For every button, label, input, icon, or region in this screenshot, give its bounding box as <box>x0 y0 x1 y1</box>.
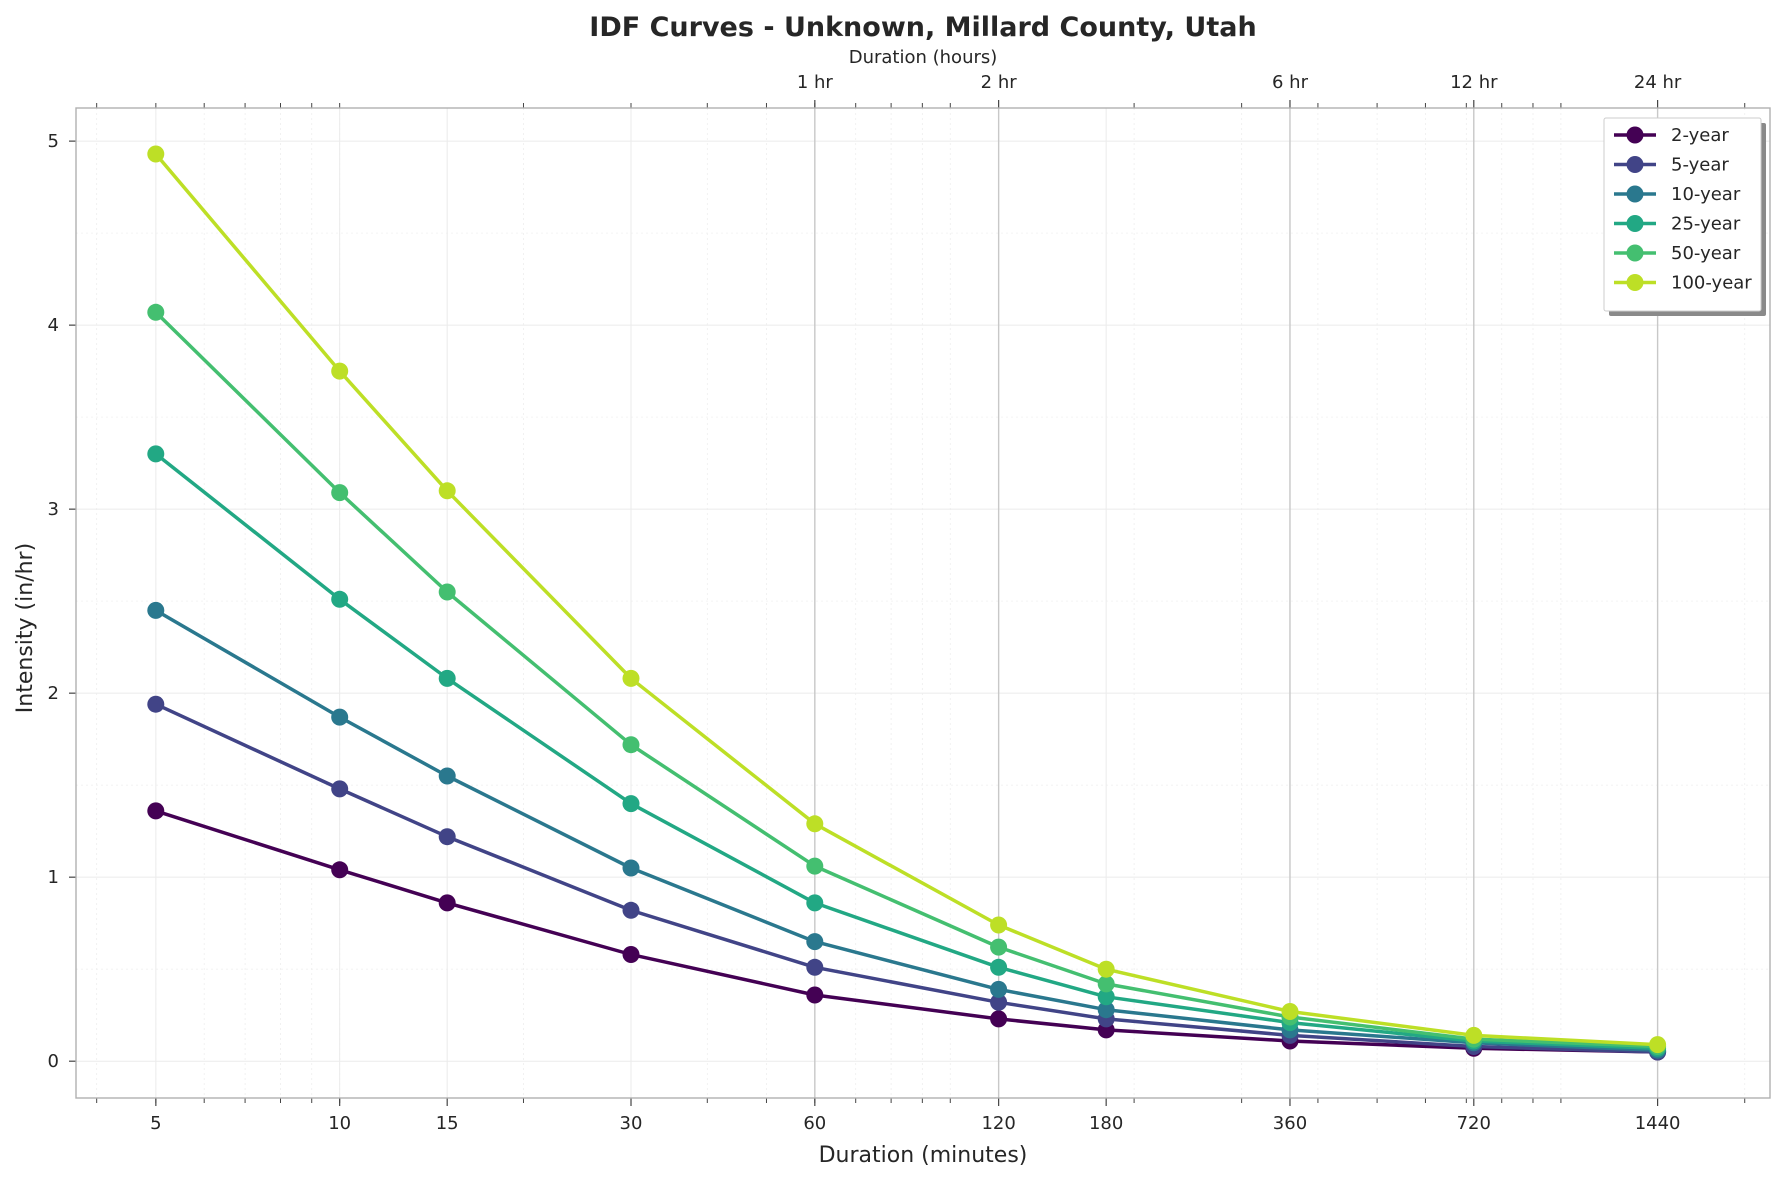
y-tick-label: 2 <box>48 683 59 704</box>
data-point <box>331 484 349 502</box>
y-tick-label: 1 <box>48 867 59 888</box>
legend: 2-year 5-year 10-year 25-year 50-year 100-yea… <box>1603 117 1766 316</box>
data-point <box>990 993 1008 1011</box>
series-line <box>154 311 1658 1049</box>
x-tick-label: 360 <box>1273 1113 1307 1134</box>
x-tick-label: 180 <box>1089 1113 1123 1134</box>
legend-marker <box>1626 156 1644 173</box>
top-x-tick-label: 6 hr <box>1272 72 1309 93</box>
data-point <box>806 815 824 833</box>
y-tick-label: 3 <box>48 499 59 520</box>
data-point <box>438 894 456 912</box>
plot-frame <box>75 107 1771 1099</box>
data-point <box>331 590 349 608</box>
series-line <box>155 809 1658 1054</box>
x-tick-label: 720 <box>1457 1113 1491 1134</box>
chart-title: IDF Curves - Unknown, Millard County, Ut… <box>589 12 1256 43</box>
x-tick-label: 120 <box>981 1113 1015 1134</box>
data-point <box>438 767 456 785</box>
top-x-tick-label: 2 hr <box>981 72 1018 93</box>
legend-label: 2-year <box>1671 125 1729 146</box>
legend-marker <box>1626 185 1644 203</box>
data-point <box>622 859 640 877</box>
data-point <box>438 828 456 846</box>
data-point <box>806 933 824 951</box>
data-point <box>331 780 349 798</box>
data-point <box>1097 988 1115 1006</box>
data-point <box>331 708 349 726</box>
data-point <box>622 946 640 963</box>
data-point <box>147 445 165 463</box>
legend-label: 50-year <box>1671 243 1741 264</box>
series-100-year <box>147 145 1667 1054</box>
data-point <box>622 795 640 813</box>
data-point <box>1097 960 1115 978</box>
data-point <box>806 857 824 875</box>
x-tick-label: 5 <box>150 1113 161 1134</box>
top-x-tick-label: 12 hr <box>1450 72 1498 93</box>
legend-marker <box>1626 215 1644 232</box>
data-point <box>147 802 165 820</box>
x-tick-label: 10 <box>328 1113 351 1134</box>
data-point <box>147 145 165 163</box>
legend-label: 100-year <box>1671 273 1752 294</box>
legend-marker <box>1626 126 1644 144</box>
data-point <box>147 303 165 321</box>
plot-area <box>76 108 1770 1098</box>
y-axis-label: Intensity (in/hr) <box>13 543 38 713</box>
series-line <box>154 608 1658 1052</box>
legend-label: 25-year <box>1671 214 1741 235</box>
data-point <box>622 736 640 754</box>
data-point <box>622 901 640 919</box>
data-point <box>1465 1026 1483 1044</box>
data-point <box>990 958 1008 976</box>
legend-label: 5-year <box>1671 155 1729 176</box>
data-point <box>990 980 1008 998</box>
x-tick-label: 60 <box>803 1113 826 1134</box>
top-x-tick-label: 1 hr <box>797 72 834 93</box>
x-tick-label: 1440 <box>1635 1113 1681 1134</box>
y-tick-label: 4 <box>48 315 59 336</box>
x-axis-label: Duration (minutes) <box>819 1143 1028 1168</box>
data-point <box>1281 1003 1299 1020</box>
data-point <box>990 938 1008 956</box>
data-point <box>622 669 640 687</box>
y-tick-label: 0 <box>48 1051 59 1072</box>
series-line <box>154 152 1658 1047</box>
top-axis-label: Duration (hours) <box>849 47 998 68</box>
data-point <box>147 601 165 619</box>
data-point <box>438 482 456 500</box>
series-line <box>154 452 1658 1051</box>
legend-marker <box>1626 244 1644 262</box>
data-point <box>331 362 349 380</box>
x-tick-label: 30 <box>620 1113 643 1134</box>
data-point <box>331 861 349 879</box>
data-point <box>990 916 1008 934</box>
data-point <box>806 986 824 1004</box>
data-point <box>1649 1036 1667 1054</box>
data-point <box>806 894 824 912</box>
x-tick-label: 15 <box>436 1113 459 1134</box>
top-x-tick-label: 24 hr <box>1634 72 1682 93</box>
data-point <box>1097 975 1115 993</box>
legend-marker <box>1626 274 1644 291</box>
data-point <box>438 583 456 601</box>
data-point <box>438 669 456 687</box>
data-point <box>806 958 824 976</box>
data-point <box>147 695 165 713</box>
series-line <box>155 702 1658 1054</box>
data-point <box>1097 1001 1115 1019</box>
data-point <box>990 1010 1008 1028</box>
legend-label: 10-year <box>1671 184 1741 205</box>
y-tick-label: 5 <box>48 131 59 152</box>
